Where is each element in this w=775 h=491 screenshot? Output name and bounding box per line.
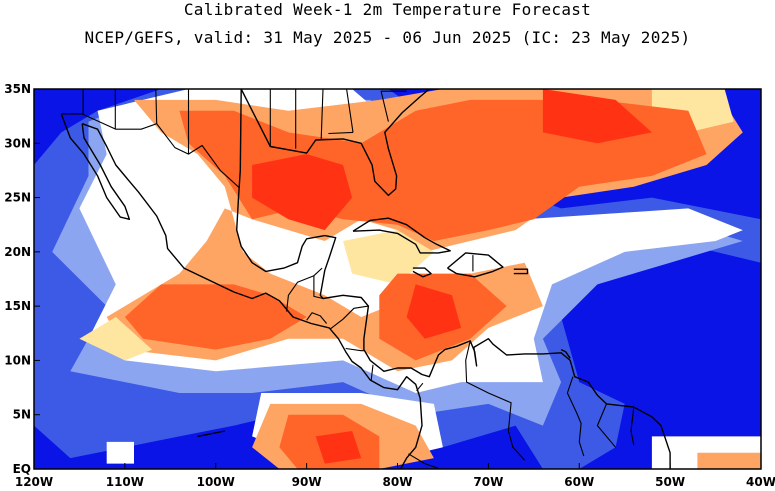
political-border bbox=[380, 90, 407, 122]
map-subtitle: NCEP/GEFS, valid: 31 May 2025 - 06 Jun 2… bbox=[84, 28, 691, 47]
map-title: Calibrated Week-1 2m Temperature Forecas… bbox=[183, 0, 592, 19]
political-border bbox=[306, 312, 328, 324]
x-tick-label: 70W bbox=[473, 475, 503, 489]
political-border bbox=[329, 305, 369, 330]
x-tick-label: 120W bbox=[15, 475, 53, 489]
y-tick-label: 25N bbox=[4, 191, 31, 205]
shade-region-strong-above bbox=[124, 284, 307, 350]
coastline bbox=[81, 123, 423, 469]
political-border bbox=[155, 89, 158, 124]
x-tick-label: 110W bbox=[106, 475, 144, 489]
geographic-outlines bbox=[60, 89, 671, 469]
coastline bbox=[513, 268, 529, 275]
political-border bbox=[286, 267, 323, 312]
political-border bbox=[328, 131, 354, 135]
y-tick-label: EQ bbox=[13, 462, 31, 476]
political-border bbox=[61, 113, 240, 189]
political-border bbox=[320, 89, 324, 139]
y-tick-label: 10N bbox=[4, 353, 31, 367]
coastline bbox=[412, 267, 432, 278]
shade-region-much-above bbox=[542, 89, 652, 144]
coastline bbox=[235, 89, 671, 469]
y-tick-label: 15N bbox=[4, 299, 31, 313]
political-border bbox=[630, 407, 635, 446]
y-tick-label: 30N bbox=[4, 136, 31, 150]
x-tick-label: 100W bbox=[197, 475, 235, 489]
political-border bbox=[345, 347, 364, 352]
y-tick-label: 20N bbox=[4, 245, 31, 259]
coastline bbox=[352, 217, 451, 254]
political-border bbox=[313, 275, 324, 300]
shade-region-slight-above bbox=[79, 317, 153, 361]
political-border bbox=[370, 364, 374, 382]
axis-ticks: 120W 110W 100W 90W 80W 70W 60W 50W 40W EQ 5N 10N 15N… bbox=[4, 82, 775, 489]
x-tick-label: 40W bbox=[746, 475, 775, 489]
shade-region-much-above bbox=[406, 284, 462, 339]
shade-region-much-above bbox=[252, 154, 353, 231]
x-tick-label: 60W bbox=[564, 475, 594, 489]
coastline bbox=[447, 252, 504, 278]
coastline bbox=[60, 113, 131, 221]
political-border bbox=[465, 340, 526, 461]
coastline bbox=[240, 89, 430, 197]
x-tick-label: 90W bbox=[292, 475, 322, 489]
coastline bbox=[560, 348, 571, 359]
x-tick-label: 50W bbox=[655, 475, 685, 489]
shade-region-much-above bbox=[315, 431, 362, 464]
political-border bbox=[566, 376, 585, 457]
political-border bbox=[346, 89, 354, 133]
political-border bbox=[408, 453, 441, 469]
political-border bbox=[416, 382, 424, 392]
political-border bbox=[596, 403, 617, 448]
x-tick-label: 80W bbox=[383, 475, 413, 489]
y-tick-label: 35N bbox=[4, 82, 31, 96]
coastline bbox=[197, 430, 225, 438]
forecast-shading bbox=[34, 89, 761, 469]
y-tick-label: 5N bbox=[13, 408, 31, 422]
shade-region-near-normal bbox=[106, 441, 134, 464]
shade-region-above bbox=[697, 452, 761, 469]
shade-region-slight-above bbox=[343, 230, 434, 285]
